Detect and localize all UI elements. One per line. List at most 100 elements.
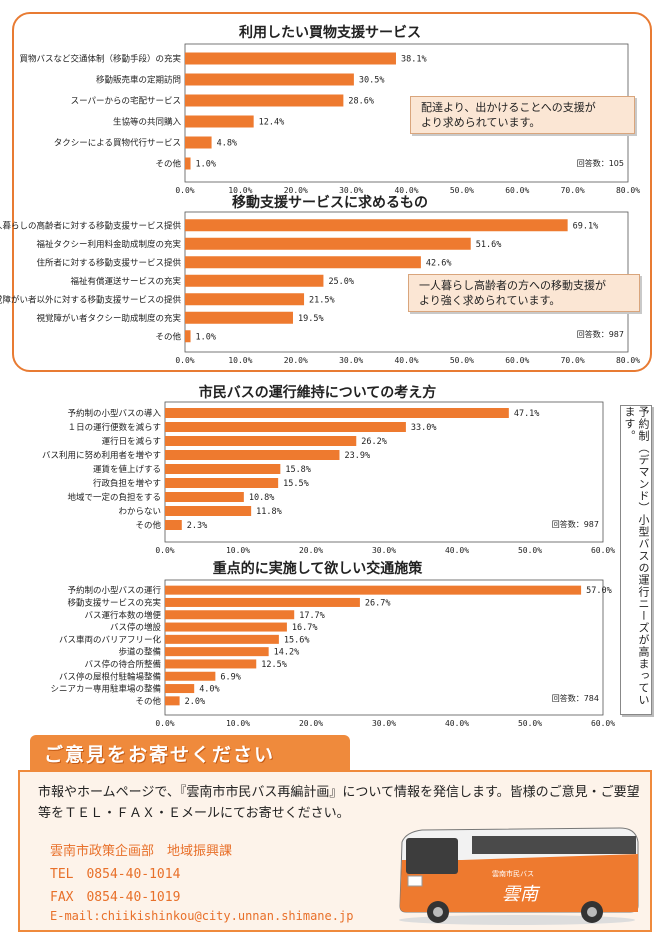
bar bbox=[185, 330, 191, 343]
value-label: 21.5% bbox=[309, 295, 335, 305]
tick-label: 20.0% bbox=[299, 546, 323, 555]
value-label: 15.5% bbox=[283, 479, 309, 489]
value-label: 51.6% bbox=[476, 240, 502, 250]
chart-title: 移動支援サービスに求めるもの bbox=[232, 195, 428, 211]
category-label: 住所者に対する移動支援サービス提供 bbox=[36, 257, 181, 268]
department-name: 雲南市政策企画部 地域振興課 bbox=[50, 844, 233, 859]
callout-shopping: 配達より、出かけることへの支援が より求められています。 bbox=[410, 96, 635, 134]
value-label: 26.2% bbox=[361, 437, 387, 447]
category-label: 運行日を減らす bbox=[102, 436, 161, 447]
chart-shopping-svg: 買物バスなど交通体制（移動手段）の充実 38.1% 移動販売車の定期訪問 30.5% ス… bbox=[19, 43, 640, 195]
bar bbox=[185, 293, 305, 306]
bar bbox=[185, 157, 191, 170]
bar bbox=[165, 684, 195, 694]
bar bbox=[165, 436, 357, 446]
category-label: 視覚障がい者以外に対する移動支援サービスの提供 bbox=[0, 294, 181, 305]
bar bbox=[185, 52, 396, 65]
value-label: 69.1% bbox=[573, 221, 599, 231]
category-label: バス車両のバリアフリー化 bbox=[59, 634, 162, 645]
tick-label: 50.0% bbox=[450, 356, 474, 365]
value-label: 11.8% bbox=[256, 507, 282, 517]
tick-label: 20.0% bbox=[299, 719, 323, 728]
value-label: 14.2% bbox=[274, 648, 300, 658]
chart-shopping-support: 利用したい買物支援サービス 買物バスなど交通体制（移動手段）の充実 38.1% 移動… bbox=[19, 22, 640, 195]
response-count: 回答数：987 bbox=[552, 519, 599, 529]
bar bbox=[185, 94, 344, 107]
callout-line: より強く求められています。 bbox=[419, 294, 561, 307]
tick-label: 0.0% bbox=[155, 546, 174, 555]
value-label: 30.5% bbox=[359, 76, 385, 86]
bar bbox=[165, 585, 582, 595]
category-label: 予約制の小型バスの導入 bbox=[67, 408, 161, 419]
bar bbox=[165, 408, 509, 418]
category-label: その他 bbox=[155, 331, 181, 342]
tick-label: 0.0% bbox=[175, 186, 194, 195]
bar bbox=[165, 464, 281, 474]
value-label: 42.6% bbox=[426, 258, 452, 268]
tick-label: 10.0% bbox=[228, 186, 252, 195]
value-label: 16.7% bbox=[292, 623, 318, 633]
category-label: 生協等の共同購入 bbox=[113, 117, 182, 128]
value-label: 26.7% bbox=[365, 598, 391, 608]
value-label: 2.3% bbox=[187, 521, 207, 531]
tick-label: 0.0% bbox=[155, 719, 174, 728]
value-label: 4.8% bbox=[217, 139, 237, 149]
bar bbox=[185, 136, 212, 149]
tick-label: 0.0% bbox=[175, 356, 194, 365]
response-count: 回答数：987 bbox=[577, 329, 624, 339]
chart-policy-svg: 予約制の小型バスの運行 57.0% 移動支援サービスの充実 26.7% バス運行本数の増… bbox=[50, 579, 615, 728]
tick-label: 70.0% bbox=[561, 356, 585, 365]
value-label: 17.7% bbox=[299, 611, 325, 621]
chart-title: 利用したい買物支援サービス bbox=[239, 25, 421, 41]
category-label: １日の運行便数を減らす bbox=[68, 422, 161, 433]
tick-label: 60.0% bbox=[505, 356, 529, 365]
bar bbox=[185, 219, 568, 232]
value-label: 12.4% bbox=[259, 118, 285, 128]
value-label: 2.0% bbox=[185, 697, 205, 707]
tick-label: 60.0% bbox=[505, 186, 529, 195]
bar bbox=[185, 256, 421, 269]
category-label: その他 bbox=[135, 520, 161, 531]
category-label: タクシーによる買物代行サービス bbox=[54, 138, 181, 149]
category-label: 買物バスなど交通体制（移動手段）の充実 bbox=[19, 54, 181, 65]
tick-label: 20.0% bbox=[284, 356, 308, 365]
value-label: 23.9% bbox=[344, 451, 370, 461]
email-address: E-mail:chiikishinkou@city.unnan.shimane.… bbox=[50, 909, 354, 923]
bar bbox=[165, 450, 340, 460]
bar bbox=[165, 622, 287, 632]
category-label: バス利用に努め利用者を増やす bbox=[42, 450, 161, 461]
bar bbox=[165, 492, 244, 502]
category-label: 行政負担を増やす bbox=[93, 478, 161, 489]
category-label: バス停の屋根付駐輪場整備 bbox=[59, 671, 162, 682]
value-label: 10.8% bbox=[249, 493, 275, 503]
value-label: 28.6% bbox=[348, 97, 374, 107]
tick-label: 30.0% bbox=[339, 356, 363, 365]
value-label: 38.1% bbox=[401, 55, 427, 65]
tick-label: 40.0% bbox=[394, 356, 418, 365]
tick-label: 50.0% bbox=[518, 546, 542, 555]
response-count: 回答数：784 bbox=[552, 693, 599, 703]
demand-bus-note: 予約制（デマンド）小型バスの運行ニーズが高まっています。 bbox=[620, 405, 652, 715]
bar bbox=[165, 422, 406, 432]
chart-priority-policy: 重点的に実施して欲しい交通施策 予約制の小型バスの運行 57.0% 移動支援サービス… bbox=[20, 558, 615, 728]
tick-label: 30.0% bbox=[372, 719, 396, 728]
bar bbox=[185, 73, 354, 86]
category-label: バス運行本数の増便 bbox=[84, 610, 161, 621]
chart-bus-svg: 予約制の小型バスの導入 47.1% １日の運行便数を減らす 33.0% 運行日を減らす 2… bbox=[42, 401, 615, 555]
value-label: 57.0% bbox=[586, 586, 612, 596]
callout-line: 一人暮らし高齢者の方への移動支援が bbox=[419, 279, 606, 292]
category-label: その他 bbox=[155, 159, 181, 170]
category-label: その他 bbox=[135, 696, 161, 707]
fax-number: FAX 0854-40-1019 bbox=[50, 890, 181, 905]
tick-label: 50.0% bbox=[518, 719, 542, 728]
category-label: スーパーからの宅配サービス bbox=[71, 96, 181, 107]
chart-mobility-support: 移動支援サービスに求めるもの 一人暮らしの高齢者に対する移動支援サービス提供 69… bbox=[0, 192, 640, 365]
demand-bus-note-text: 予約制（デマンド）小型バスの運行ニーズが高まっています。 bbox=[623, 406, 650, 706]
tick-label: 20.0% bbox=[284, 186, 308, 195]
category-label: 歩道の整備 bbox=[118, 647, 161, 658]
category-label: 一人暮らしの高齢者に対する移動支援サービス提供 bbox=[0, 220, 181, 231]
bar bbox=[165, 478, 279, 488]
chart-mobility-svg: 一人暮らしの高齢者に対する移動支援サービス提供 69.1% 福祉タクシー利用料金助成… bbox=[0, 211, 640, 365]
tick-label: 70.0% bbox=[561, 186, 585, 195]
tick-label: 30.0% bbox=[372, 546, 396, 555]
